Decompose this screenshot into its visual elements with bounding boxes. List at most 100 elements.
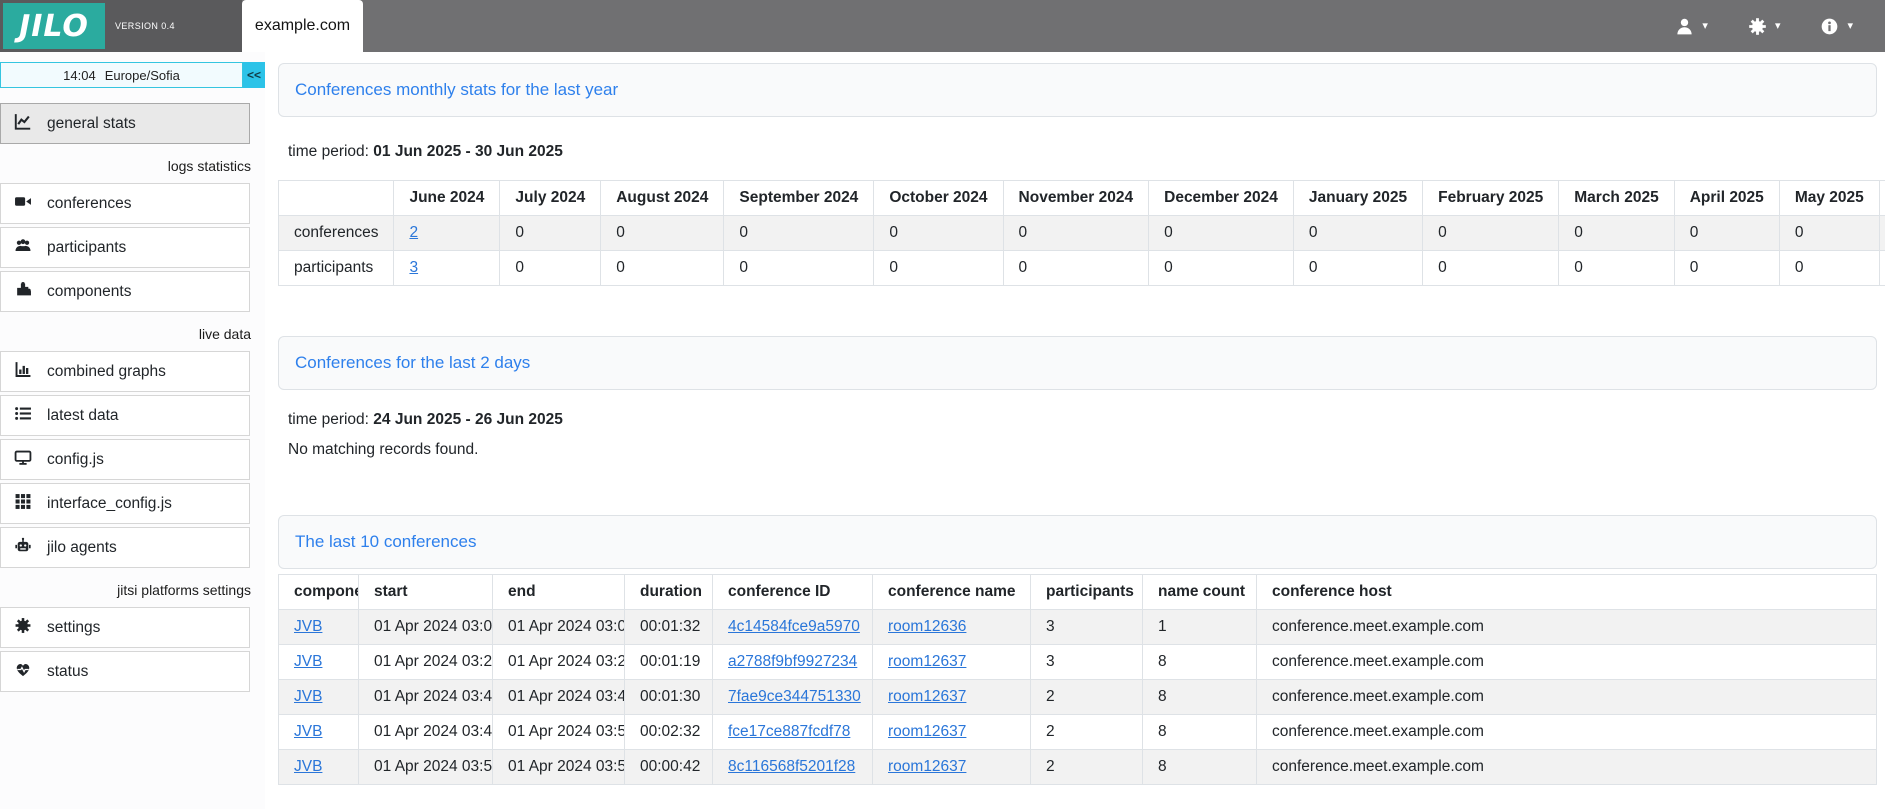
clock-timezone: Europe/Sofia: [105, 68, 180, 83]
version-label: VERSION 0.4: [115, 21, 175, 31]
sidebar-item-participants[interactable]: participants: [0, 227, 250, 268]
sidebar-collapse-button[interactable]: <<: [243, 62, 265, 88]
settings-menu-dropdown[interactable]: ▾: [1748, 17, 1781, 36]
bar-chart-icon: [13, 361, 33, 383]
table-cell: 3: [1031, 610, 1143, 645]
table-link[interactable]: room12637: [888, 758, 966, 775]
sidebar-item-status[interactable]: status: [0, 651, 250, 692]
table-row: JVB01 Apr 2024 03:51:5701 Apr 2024 03:52…: [279, 750, 1877, 785]
table-link[interactable]: fce17ce887fcdf78: [728, 723, 850, 740]
sidebar-item-settings[interactable]: settings: [0, 607, 250, 648]
column-header: duration: [625, 575, 713, 610]
table-cell: 0: [1003, 216, 1149, 251]
table-cell: 3: [1031, 645, 1143, 680]
table-link[interactable]: room12637: [888, 688, 966, 705]
table-link[interactable]: room12637: [888, 653, 966, 670]
sidebar-item-components[interactable]: components: [0, 271, 250, 312]
table-link[interactable]: 7fae9ce344751330: [728, 688, 861, 705]
table-cell: 8: [1143, 750, 1257, 785]
table-row: JVB01 Apr 2024 03:26:3501 Apr 2024 03:27…: [279, 645, 1877, 680]
table-cell: a2788f9bf9927234: [713, 645, 873, 680]
table-cell: 0: [1779, 251, 1879, 286]
column-header: component: [279, 575, 359, 610]
table-cell: 3: [394, 251, 500, 286]
info-menu-dropdown[interactable]: ▾: [1820, 17, 1853, 36]
table-header-row: componentstartenddurationconference IDco…: [279, 575, 1877, 610]
table-link[interactable]: room12637: [888, 723, 966, 740]
info-icon: [1820, 17, 1839, 36]
table-cell: conference.meet.example.com: [1257, 610, 1877, 645]
table-cell: 01 Apr 2024 03:04:24: [493, 610, 625, 645]
sidebar-item-latest-data[interactable]: latest data: [0, 395, 250, 436]
table-cell: JVB: [279, 645, 359, 680]
people-icon: [13, 237, 33, 259]
gear-icon: [13, 617, 33, 639]
section-header: The last 10 conferences: [278, 515, 1877, 569]
table-cell: 4c14584fce9a5970: [713, 610, 873, 645]
sidebar-item-combined-graphs[interactable]: combined graphs: [0, 351, 250, 392]
table-link[interactable]: JVB: [294, 688, 322, 705]
table-cell: 0: [1559, 216, 1674, 251]
table-cell: participants: [279, 251, 394, 286]
table-link[interactable]: a2788f9bf9927234: [728, 653, 857, 670]
sidebar-item-jilo-agents[interactable]: jilo agents: [0, 527, 250, 568]
column-header: February 2025: [1423, 181, 1559, 216]
column-header: December 2024: [1149, 181, 1294, 216]
sidebar-item-conferences[interactable]: conferences: [0, 183, 250, 224]
sidebar-item-label: combined graphs: [47, 363, 166, 381]
column-header: April 2025: [1674, 181, 1779, 216]
robot-icon: [13, 537, 33, 559]
sidebar-item-label: interface_config.js: [47, 495, 172, 513]
table-cell: 0: [1879, 216, 1885, 251]
sidebar: 14:04 Europe/Sofia << general statslogs …: [0, 52, 265, 809]
column-header: [279, 181, 394, 216]
time-period-label: time period:: [288, 143, 369, 160]
table-cell: 00:01:30: [625, 680, 713, 715]
table-cell: 0: [500, 216, 601, 251]
table-link[interactable]: JVB: [294, 758, 322, 775]
clock-time: 14:04: [63, 68, 96, 83]
table-cell: 01 Apr 2024 03:43:51: [359, 680, 493, 715]
table-link[interactable]: JVB: [294, 653, 322, 670]
table-cell: JVB: [279, 610, 359, 645]
sidebar-item-label: participants: [47, 239, 126, 257]
column-header: June 2024: [394, 181, 500, 216]
table-row: JVB01 Apr 2024 03:43:5101 Apr 2024 03:45…: [279, 680, 1877, 715]
line-chart-icon: [13, 113, 33, 135]
table-cell: 1: [1143, 610, 1257, 645]
table-link[interactable]: JVB: [294, 618, 322, 635]
sidebar-item-label: latest data: [47, 407, 119, 425]
table-link[interactable]: 3: [409, 259, 418, 276]
sidebar-item-config-js[interactable]: config.js: [0, 439, 250, 480]
table-cell: 01 Apr 2024 03:51:52: [493, 715, 625, 750]
table-cell: 2: [1031, 715, 1143, 750]
column-header: January 2025: [1293, 181, 1422, 216]
table-link[interactable]: 2: [409, 224, 418, 241]
video-camera-icon: [13, 193, 33, 215]
column-header: conference host: [1257, 575, 1877, 610]
section-header: Conferences for the last 2 days: [278, 336, 1877, 390]
grid-icon: [13, 493, 33, 515]
table-cell: conference.meet.example.com: [1257, 750, 1877, 785]
table-link[interactable]: room12636: [888, 618, 966, 635]
column-header: August 2024: [601, 181, 724, 216]
logo-text: JILO: [19, 9, 89, 44]
table-cell: 2: [1031, 750, 1143, 785]
sidebar-item-interface-config-js[interactable]: interface_config.js: [0, 483, 250, 524]
puzzle-icon: [13, 281, 33, 303]
table-link[interactable]: 8c116568f5201f28: [728, 758, 855, 775]
table-link[interactable]: JVB: [294, 723, 322, 740]
user-menu-dropdown[interactable]: ▾: [1675, 17, 1708, 36]
timezone-clock: 14:04 Europe/Sofia: [0, 62, 243, 88]
column-header: name count: [1143, 575, 1257, 610]
table-cell: 01 Apr 2024 03:49:20: [359, 715, 493, 750]
table-cell: 0: [1423, 251, 1559, 286]
column-header: July 2024: [500, 181, 601, 216]
table-header-row: June 2024July 2024August 2024September 2…: [279, 181, 1885, 216]
clock-row: 14:04 Europe/Sofia <<: [0, 62, 265, 88]
table-link[interactable]: 4c14584fce9a5970: [728, 618, 860, 635]
table-cell: room12636: [873, 610, 1031, 645]
platform-tab[interactable]: example.com: [242, 0, 363, 52]
table-cell: 01 Apr 2024 03:51:57: [359, 750, 493, 785]
sidebar-item-general-stats[interactable]: general stats: [0, 103, 250, 144]
